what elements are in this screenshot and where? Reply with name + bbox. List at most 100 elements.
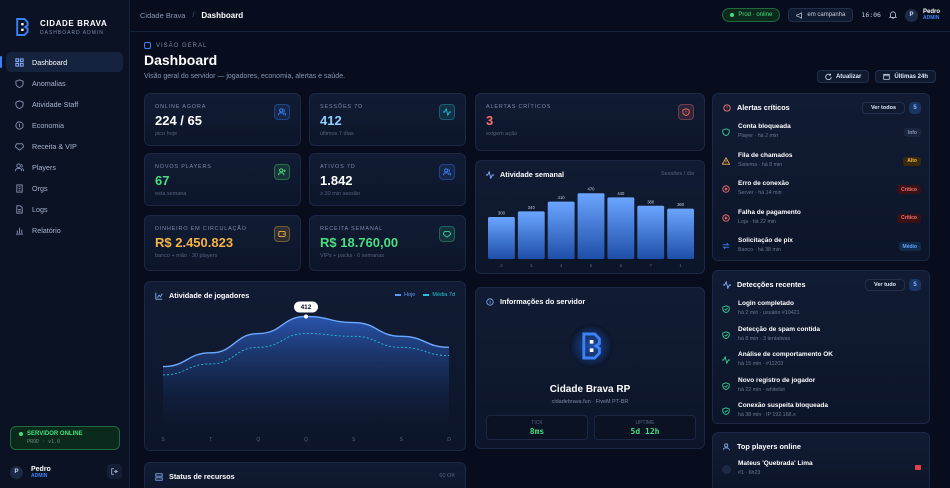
sidebar-item-receita-vip[interactable]: Receita & VIP bbox=[6, 136, 123, 156]
bar-category-label: 3 bbox=[530, 263, 533, 268]
alert-sub: Server · há 14 min bbox=[738, 190, 782, 196]
alert-title: Erro de conexão bbox=[738, 180, 789, 187]
sidebar-item-orgs[interactable]: Orgs bbox=[6, 178, 123, 198]
sidebar-item-label: Atividade Staff bbox=[32, 99, 79, 109]
page-description: Visão geral do servidor — jogadores, eco… bbox=[144, 73, 346, 80]
alert-row[interactable]: Fila de chamados Sistema · há 8 min Alto bbox=[721, 149, 921, 175]
topbar-user-name: Pedro bbox=[922, 9, 940, 15]
check-shield-icon bbox=[722, 407, 730, 415]
clock: 16:06 bbox=[861, 11, 881, 19]
stat-icon bbox=[274, 104, 290, 120]
alert-icon bbox=[721, 184, 731, 194]
topbar-user[interactable]: P Pedro ADMIN bbox=[904, 8, 940, 22]
sidebar-nav: Dashboard Anomalias Atividade Staff Economi… bbox=[0, 52, 129, 240]
users-icon bbox=[443, 168, 451, 176]
stat-value: 67 bbox=[155, 173, 170, 188]
sidebar-item-label: Orgs bbox=[32, 183, 48, 193]
player-activity-card: Atividade de jogadores Hoje Média 7d 412… bbox=[144, 281, 466, 451]
tick-box: TICK 8ms bbox=[486, 415, 588, 440]
sidebar-item-anomalias[interactable]: Anomalias bbox=[6, 73, 123, 93]
nav-icon bbox=[14, 204, 24, 214]
detection-row[interactable]: Análise de comportamento OK há 15 min · #… bbox=[721, 348, 921, 374]
stat-value: 224 / 65 bbox=[155, 113, 202, 128]
alert-row[interactable]: Solicitação de pix Banco · há 38 min Médio bbox=[721, 234, 921, 260]
detections-count-badge: 5 bbox=[909, 279, 921, 291]
sidebar-item-economia[interactable]: Economia bbox=[6, 115, 123, 135]
refresh-button[interactable]: Atualizar bbox=[816, 70, 870, 83]
bar bbox=[517, 211, 545, 259]
alert-title: Conta bloqueada bbox=[738, 123, 791, 130]
server-status-sub: PROD · v1.0 bbox=[27, 439, 61, 445]
legend-today-label: Hoje bbox=[404, 292, 416, 298]
detections-view-all-button[interactable]: Ver tudo bbox=[864, 279, 905, 291]
nav-icon bbox=[14, 183, 24, 193]
sidebar-item-players[interactable]: Players bbox=[6, 157, 123, 177]
x-tick-label: T bbox=[209, 437, 212, 443]
user-plus-icon bbox=[278, 168, 286, 176]
building-icon bbox=[15, 183, 23, 193]
breadcrumb-root[interactable]: Cidade Brava bbox=[140, 11, 186, 20]
check-shield-icon bbox=[722, 330, 730, 339]
range-select[interactable]: Últimas 24h bbox=[875, 70, 936, 83]
stat-icon bbox=[678, 104, 694, 120]
logout-button[interactable] bbox=[107, 464, 122, 479]
x-circle-icon bbox=[722, 185, 730, 193]
x-tick-label: S bbox=[400, 437, 404, 443]
brand[interactable]: CIDADE BRAVA DASHBOARD ADMIN bbox=[0, 0, 129, 40]
detections-title: Detecções recentes bbox=[723, 280, 806, 289]
detection-row[interactable]: Detecção de spam contida há 8 min · 3 ten… bbox=[721, 323, 921, 349]
breadcrumb-current: Dashboard bbox=[201, 11, 244, 20]
nav-icon bbox=[14, 141, 24, 151]
info-icon bbox=[486, 297, 494, 306]
bar bbox=[547, 201, 575, 259]
sidebar-item-atividade-staff[interactable]: Atividade Staff bbox=[6, 94, 123, 114]
detection-row[interactable]: Login completado há 2 min · usuário #1042… bbox=[721, 297, 921, 323]
bar-category-label: 4 bbox=[560, 263, 563, 268]
uptime-box: UPTIME 5d 12h bbox=[594, 415, 696, 440]
pulse-icon bbox=[443, 108, 451, 116]
shield-icon bbox=[14, 99, 24, 109]
sidebar-item-dashboard[interactable]: Dashboard bbox=[0, 52, 123, 72]
detection-row[interactable]: Novo registro de jogador há 22 min · whit… bbox=[721, 374, 921, 400]
page-title: Dashboard bbox=[144, 52, 218, 68]
player-row[interactable]: Mateus 'Quebrada' Lima #1 · 6h23 bbox=[721, 457, 921, 483]
bar-category-label: 2 bbox=[500, 263, 503, 268]
server-name: Cidade Brava RP bbox=[549, 384, 631, 395]
severity-badge: Alto bbox=[903, 156, 921, 166]
detection-icon bbox=[721, 355, 731, 365]
pulse-icon bbox=[723, 280, 731, 289]
x-tick-label: S bbox=[161, 437, 165, 443]
weekly-bar-chart: 300 2 340 3 410 4 470 5 440 6 380 7 360 1 bbox=[488, 187, 694, 268]
peak-annotation: 412 bbox=[301, 304, 312, 311]
swap-icon bbox=[722, 242, 730, 250]
sidebar-item-relat-rio[interactable]: Relatório bbox=[6, 220, 123, 240]
severity-badge: Crítico bbox=[897, 185, 921, 194]
alert-row[interactable]: Falha de pagamento Loja · há 22 min Crític… bbox=[721, 206, 921, 232]
pulse-icon bbox=[722, 356, 730, 364]
bell-icon[interactable] bbox=[888, 11, 897, 19]
tick-label: TICK bbox=[531, 420, 543, 426]
diamond-icon bbox=[443, 231, 451, 238]
stat-label: NOVOS PLAYERS bbox=[155, 164, 212, 170]
weekly-activity-title: Atividade semanal bbox=[486, 170, 564, 179]
alerts-view-all-button[interactable]: Ver todos bbox=[861, 102, 905, 114]
sidebar-item-logs[interactable]: Logs bbox=[6, 199, 123, 219]
tick-value: 8ms bbox=[529, 427, 545, 436]
player-sub: #1 · 6h23 bbox=[738, 470, 761, 476]
detection-icon bbox=[721, 381, 731, 391]
nav-icon bbox=[14, 162, 24, 172]
stat-card: ONLINE AGORA 224 / 65 pico hoje bbox=[144, 93, 301, 146]
campaign-button[interactable]: em campanha bbox=[788, 8, 854, 22]
alert-icon bbox=[721, 127, 731, 137]
alert-row[interactable]: Erro de conexão Server · há 14 min Crítico bbox=[721, 177, 921, 203]
avatar: P bbox=[10, 465, 23, 479]
server-status-title: SERVIDOR ONLINE bbox=[19, 431, 111, 437]
detection-row[interactable]: Conexão suspeita bloqueada há 38 min · IP… bbox=[721, 399, 921, 425]
stat-icon bbox=[439, 226, 455, 242]
detection-title: Detecção de spam contida bbox=[738, 325, 820, 333]
stat-icon bbox=[274, 164, 290, 180]
sidebar-user[interactable]: P Pedro ADMIN bbox=[10, 463, 122, 481]
detection-title: Análise de comportamento OK bbox=[738, 351, 833, 358]
alert-row[interactable]: Conta bloqueada Player · há 2 min Info bbox=[721, 120, 921, 146]
alert-circle-icon bbox=[723, 103, 731, 112]
